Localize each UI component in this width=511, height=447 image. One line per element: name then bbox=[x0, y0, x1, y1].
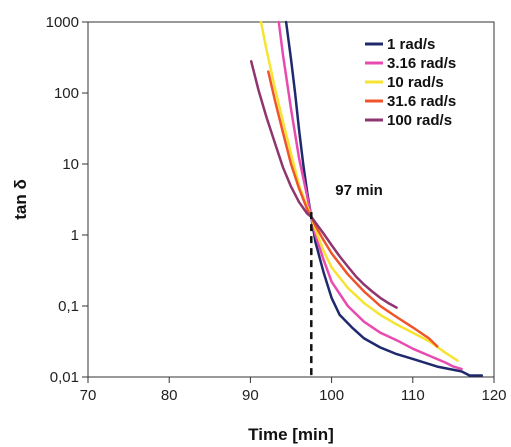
legend-label: 1 rad/s bbox=[387, 36, 435, 53]
y-tick-label: 0,01 bbox=[50, 369, 79, 386]
legend-label: 31.6 rad/s bbox=[387, 93, 456, 110]
x-axis-title: Time [min] bbox=[248, 425, 334, 444]
y-tick-label: 10 bbox=[62, 156, 79, 173]
legend-label: 3.16 rad/s bbox=[387, 55, 456, 72]
series-line-2 bbox=[277, 20, 463, 371]
x-tick-label: 100 bbox=[319, 387, 344, 404]
x-tick-label: 110 bbox=[401, 387, 425, 404]
series-line-5 bbox=[249, 60, 398, 309]
legend-label: 100 rad/s bbox=[387, 112, 452, 129]
series-line-3 bbox=[259, 20, 459, 362]
x-tick-label: 80 bbox=[161, 387, 178, 404]
x-tick-label: 120 bbox=[481, 387, 506, 404]
series-line-1 bbox=[284, 20, 484, 377]
y-tick-label: 0,1 bbox=[58, 298, 79, 315]
y-tick-label: 1 bbox=[71, 227, 79, 244]
y-axis-title: tan δ bbox=[11, 179, 30, 220]
y-tick-label: 1000 bbox=[46, 14, 79, 31]
series-lines bbox=[249, 20, 484, 377]
legend-label: 10 rad/s bbox=[387, 74, 444, 91]
x-tick-label: 90 bbox=[242, 387, 259, 404]
plot-area bbox=[87, 21, 495, 378]
annotation-label: 97 min bbox=[335, 182, 383, 199]
y-tick-label: 100 bbox=[54, 85, 79, 102]
legend: 1 rad/s 3.16 rad/s 10 rad/s 31.6 rad/s 100 r… bbox=[365, 36, 456, 129]
series-line-4 bbox=[267, 70, 439, 348]
x-tick-label: 70 bbox=[80, 387, 97, 404]
